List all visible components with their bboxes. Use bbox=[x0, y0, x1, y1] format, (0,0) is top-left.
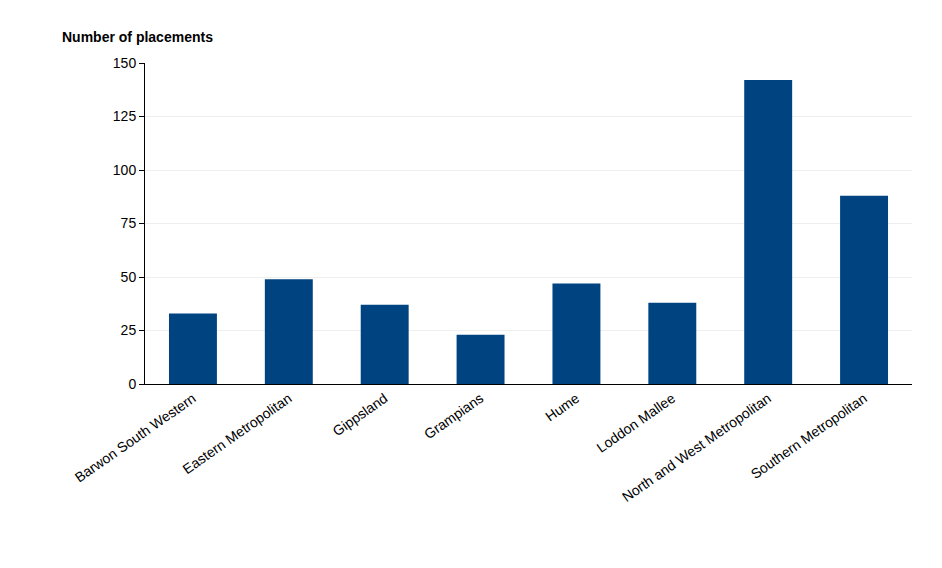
svg-text:100: 100 bbox=[113, 162, 137, 178]
svg-text:Grampians: Grampians bbox=[421, 390, 486, 442]
svg-text:0: 0 bbox=[128, 376, 136, 392]
svg-text:25: 25 bbox=[121, 322, 137, 338]
svg-text:Hume: Hume bbox=[542, 390, 582, 425]
svg-text:Gippsland: Gippsland bbox=[330, 390, 391, 439]
svg-text:50: 50 bbox=[121, 269, 137, 285]
svg-text:North and West Metropolitan: North and West Metropolitan bbox=[619, 390, 774, 505]
svg-text:Eastern Metropolitan: Eastern Metropolitan bbox=[180, 390, 295, 477]
svg-text:Number of placements: Number of placements bbox=[62, 29, 213, 45]
svg-text:150: 150 bbox=[113, 55, 137, 71]
svg-text:Loddon Mallee: Loddon Mallee bbox=[594, 390, 679, 456]
svg-text:125: 125 bbox=[113, 108, 137, 124]
svg-text:Barwon South Western: Barwon South Western bbox=[72, 390, 199, 486]
svg-text:75: 75 bbox=[121, 215, 137, 231]
svg-text:Southern Metropolitan: Southern Metropolitan bbox=[748, 390, 870, 482]
